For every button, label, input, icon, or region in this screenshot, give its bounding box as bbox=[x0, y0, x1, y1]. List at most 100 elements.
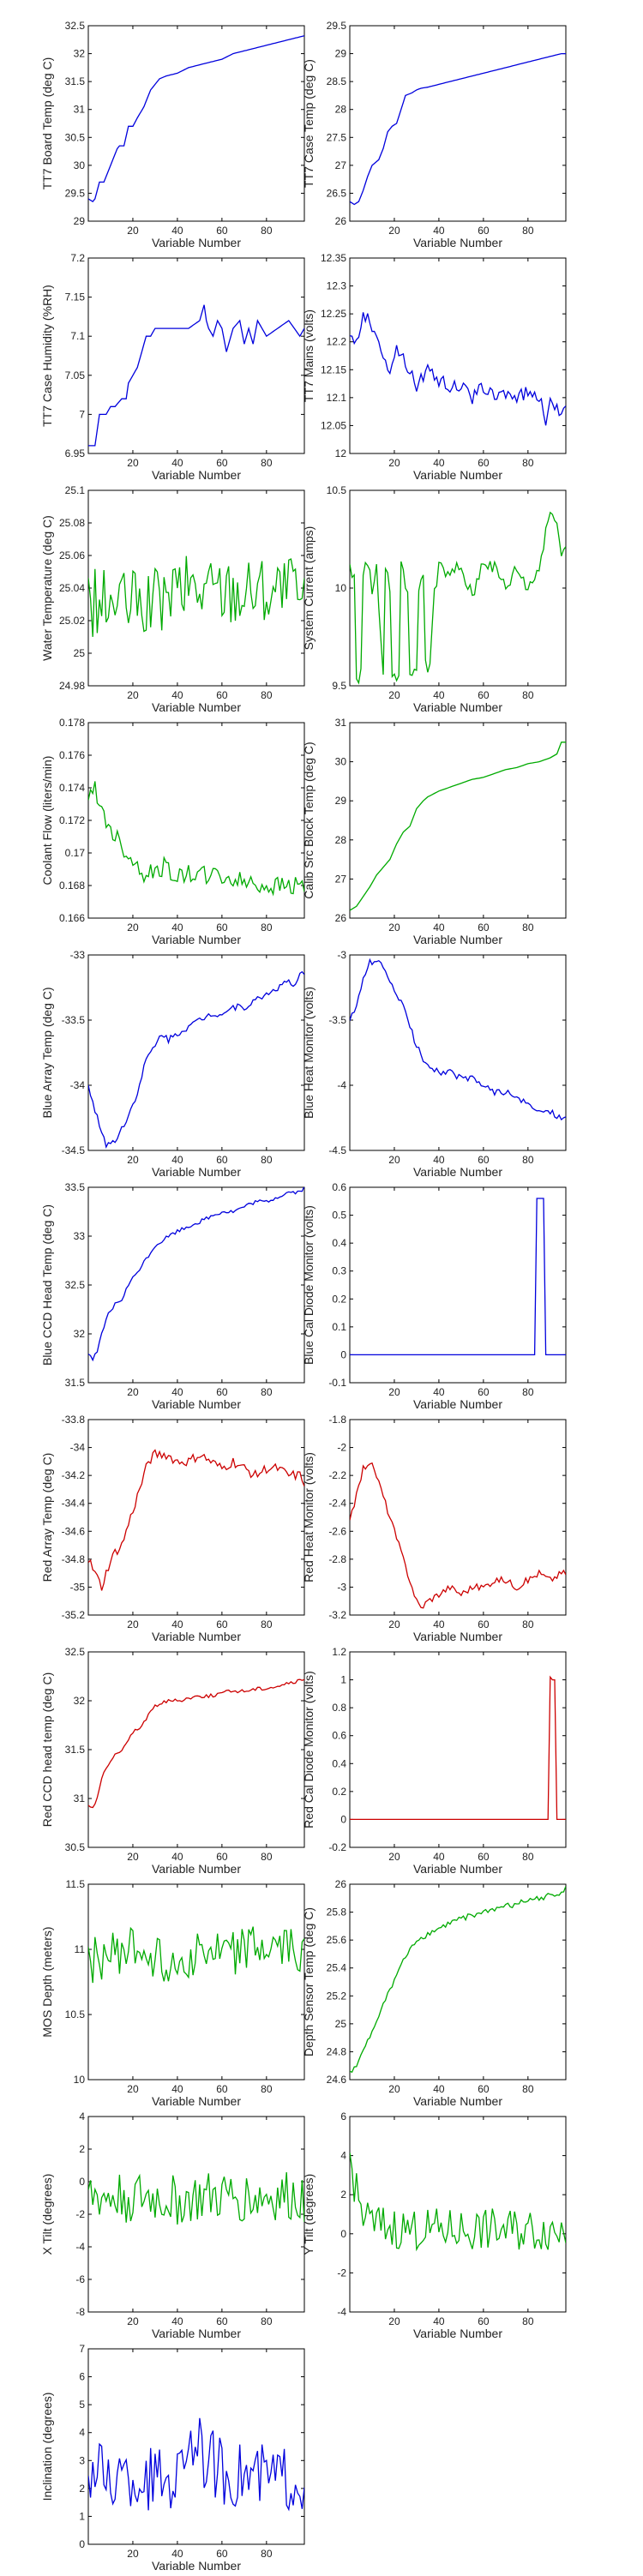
series-line bbox=[350, 958, 566, 1121]
y-tick-label: -34.6 bbox=[62, 1525, 86, 1537]
y-tick-label: 0.1 bbox=[332, 1321, 346, 1333]
y-tick-label: -34.4 bbox=[62, 1498, 86, 1510]
y-tick-label: 29.5 bbox=[327, 20, 347, 32]
x-tick-label: 60 bbox=[216, 1154, 228, 1166]
y-tick-label: 1 bbox=[79, 2510, 85, 2522]
y-tick-label: 25.04 bbox=[59, 582, 85, 594]
y-tick-label: 12.2 bbox=[327, 336, 347, 348]
y-tick-label: -3 bbox=[337, 1581, 346, 1593]
y-tick-label: 24.8 bbox=[327, 2045, 347, 2057]
x-tick-label: 80 bbox=[522, 1851, 534, 1863]
x-tick-label: 20 bbox=[388, 457, 400, 469]
x-axis-label: Variable Number bbox=[152, 1862, 241, 1876]
axes-box bbox=[349, 1186, 567, 1384]
x-tick-label: 60 bbox=[478, 2083, 490, 2095]
y-tick-label: 12.1 bbox=[327, 392, 347, 404]
y-tick-label: 25.02 bbox=[59, 615, 85, 627]
x-axis-label: Variable Number bbox=[413, 2094, 502, 2108]
y-axis-label: Y Tilt (degrees) bbox=[302, 2174, 315, 2255]
x-axis-label: Variable Number bbox=[152, 933, 241, 946]
y-tick-label: 26 bbox=[335, 912, 347, 924]
y-tick-label: -33.8 bbox=[62, 1414, 86, 1426]
y-tick-label: -34 bbox=[70, 1442, 86, 1454]
y-tick-label: -35 bbox=[70, 1581, 86, 1593]
y-tick-label: -3 bbox=[337, 949, 346, 961]
subplot: 10 10.5 11 11.5 20 40 60 80 Variable Number MOS D… bbox=[40, 1878, 305, 2108]
y-axis-label: Blue Heat Monitor (volts) bbox=[302, 987, 315, 1119]
y-tick-label: -34.5 bbox=[62, 1144, 86, 1156]
x-tick-label: 40 bbox=[171, 922, 183, 934]
y-tick-label: -34.2 bbox=[62, 1469, 86, 1481]
y-tick-label: -4.5 bbox=[328, 1144, 346, 1156]
y-tick-label: -3.2 bbox=[328, 1609, 346, 1621]
axes-box bbox=[87, 25, 305, 222]
subplot: 9.5 10 10.5 20 40 60 80 Variable Number System C… bbox=[302, 484, 567, 714]
y-tick-label: 5 bbox=[79, 2399, 85, 2411]
y-tick-label: 31.5 bbox=[65, 1744, 86, 1756]
subplot: -8 -6 -4 -2 0 2 4 20 40 60 80 Variable Number X Tilt… bbox=[40, 2111, 305, 2340]
subplot: -35.2 -35 -34.8 -34.6 -34.4 -34.2 -34 -33.8 20 40… bbox=[40, 1414, 305, 1643]
x-axis-label: Variable Number bbox=[152, 2559, 241, 2572]
x-axis-label: Variable Number bbox=[413, 700, 502, 714]
x-tick-label: 20 bbox=[127, 922, 139, 934]
axes-box bbox=[87, 489, 305, 687]
x-axis-label: Variable Number bbox=[152, 2327, 241, 2340]
y-tick-label: 25.06 bbox=[59, 549, 85, 561]
y-tick-label: 0.172 bbox=[59, 814, 85, 826]
y-tick-label: 25 bbox=[335, 2018, 347, 2030]
x-axis-label: Variable Number bbox=[152, 1165, 241, 1179]
y-tick-label: 29 bbox=[335, 795, 347, 807]
series-line bbox=[350, 1675, 566, 1821]
y-tick-label: 25.6 bbox=[327, 1934, 347, 1946]
subplot: -4 -2 0 2 4 6 20 40 60 80 Variable Number Y Tilt (d… bbox=[302, 2111, 567, 2340]
y-tick-label: 0.17 bbox=[65, 847, 86, 859]
x-axis-label: Variable Number bbox=[413, 1862, 502, 1876]
y-tick-label: 0.166 bbox=[59, 912, 85, 924]
x-tick-label: 40 bbox=[171, 2083, 183, 2095]
y-tick-label: -4 bbox=[337, 1079, 346, 1091]
y-tick-label: 32.5 bbox=[65, 20, 86, 32]
y-tick-label: 30 bbox=[335, 756, 347, 768]
y-tick-label: 26 bbox=[335, 1878, 347, 1890]
subplot: -0.1 0 0.1 0.2 0.3 0.4 0.5 0.6 20 40 60 80 Variable … bbox=[302, 1181, 567, 1411]
y-tick-label: -2 bbox=[75, 2208, 85, 2220]
subplot: 30.5 31 31.5 32 32.5 20 40 60 80 Variable Number R… bbox=[40, 1646, 305, 1876]
y-tick-label: -35.2 bbox=[62, 1609, 86, 1621]
y-tick-label: -2.4 bbox=[328, 1498, 346, 1510]
y-axis-label: TT7 Case Humidity (%RH) bbox=[40, 285, 54, 427]
x-tick-label: 20 bbox=[127, 2315, 139, 2327]
y-tick-label: -3.5 bbox=[328, 1014, 346, 1026]
y-axis-label: Red Array Temp (deg C) bbox=[40, 1453, 54, 1582]
x-tick-label: 20 bbox=[127, 2548, 139, 2560]
x-tick-label: 40 bbox=[171, 225, 183, 237]
y-tick-label: 33.5 bbox=[65, 1181, 86, 1193]
x-tick-label: 60 bbox=[478, 1154, 490, 1166]
y-axis-label: Calib Src Block Temp (deg C) bbox=[302, 742, 315, 898]
y-tick-label: 0.4 bbox=[332, 1757, 346, 1769]
y-tick-label: 27 bbox=[335, 159, 347, 171]
y-tick-label: 32.5 bbox=[65, 1646, 86, 1658]
x-tick-label: 20 bbox=[388, 1851, 400, 1863]
y-tick-label: -33 bbox=[70, 949, 86, 961]
axes-box bbox=[349, 1883, 567, 2081]
x-tick-label: 80 bbox=[522, 922, 534, 934]
y-tick-label: -2.2 bbox=[328, 1469, 346, 1481]
subplot: 29 29.5 30 30.5 31 31.5 32 32.5 20 40 60 80 Variable… bbox=[40, 20, 305, 249]
x-tick-label: 20 bbox=[127, 225, 139, 237]
series-line bbox=[350, 742, 566, 911]
x-tick-label: 20 bbox=[388, 1154, 400, 1166]
y-tick-label: 12.35 bbox=[321, 252, 346, 264]
subplot: 31.5 32 32.5 33 33.5 20 40 60 80 Variable Number B… bbox=[40, 1181, 305, 1411]
series-line bbox=[350, 1886, 566, 2074]
x-tick-label: 80 bbox=[522, 1386, 534, 1398]
y-tick-label: 0.2 bbox=[332, 1293, 346, 1305]
y-tick-label: 7.2 bbox=[70, 252, 85, 264]
y-tick-label: 25.2 bbox=[327, 1990, 347, 2002]
y-tick-label: 0.174 bbox=[59, 782, 85, 794]
x-tick-label: 80 bbox=[261, 1618, 273, 1630]
x-tick-label: 40 bbox=[433, 2083, 445, 2095]
x-tick-label: 20 bbox=[127, 1618, 139, 1630]
axes-box bbox=[87, 722, 305, 919]
y-tick-label: 27.5 bbox=[327, 131, 347, 143]
subplot: 24.6 24.8 25 25.2 25.4 25.6 25.8 26 20 40 60 80 Vari… bbox=[302, 1878, 567, 2108]
